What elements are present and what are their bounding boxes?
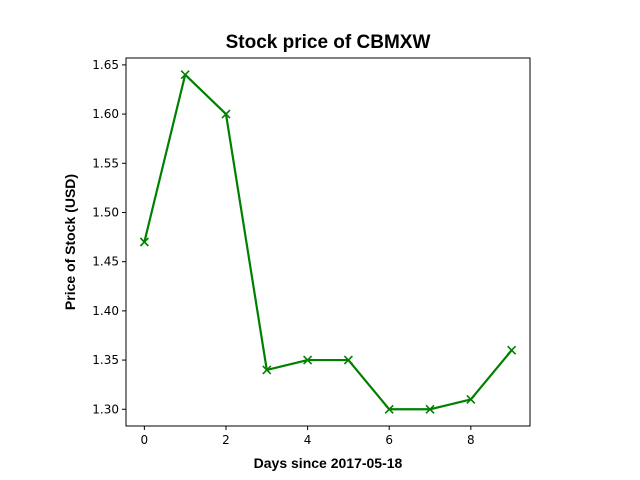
data-point-marker [139, 237, 149, 247]
y-tick-label: 1.60 [92, 107, 119, 121]
x-tick-label: 0 [141, 433, 149, 447]
data-point-marker [466, 394, 476, 404]
series-layer [139, 70, 517, 414]
y-tick-label: 1.30 [92, 402, 119, 416]
data-point-marker [180, 70, 190, 80]
x-axis: 0 2 4 6 8 [141, 426, 475, 447]
data-point-marker [507, 345, 517, 355]
series-line [143, 73, 513, 411]
y-tick-label: 1.40 [92, 304, 119, 318]
data-point-marker [425, 404, 435, 414]
chart-title: Stock price of CBMXW [226, 32, 431, 53]
x-tick-label: 8 [467, 433, 475, 447]
x-tick-label: 4 [304, 433, 312, 447]
data-point-marker [343, 355, 353, 365]
y-tick-label: 1.50 [92, 205, 119, 219]
data-point-marker [384, 404, 394, 414]
x-tick-label: 2 [222, 433, 230, 447]
plot-area [125, 57, 531, 427]
data-point-marker [303, 355, 313, 365]
y-tick-label: 1.55 [92, 156, 119, 170]
data-point-marker [262, 365, 272, 375]
x-tick-label: 6 [385, 433, 393, 447]
x-axis-label: Days since 2017-05-18 [254, 455, 403, 471]
y-tick-label: 1.35 [92, 353, 119, 367]
y-axis-label: Price of Stock (USD) [62, 174, 78, 310]
y-tick-label: 1.45 [92, 255, 119, 269]
y-axis: 1.30 1.35 1.40 1.45 1.50 1.55 1.60 1.65 [92, 58, 126, 416]
y-tick-label: 1.65 [92, 58, 119, 72]
data-point-marker [221, 109, 231, 119]
